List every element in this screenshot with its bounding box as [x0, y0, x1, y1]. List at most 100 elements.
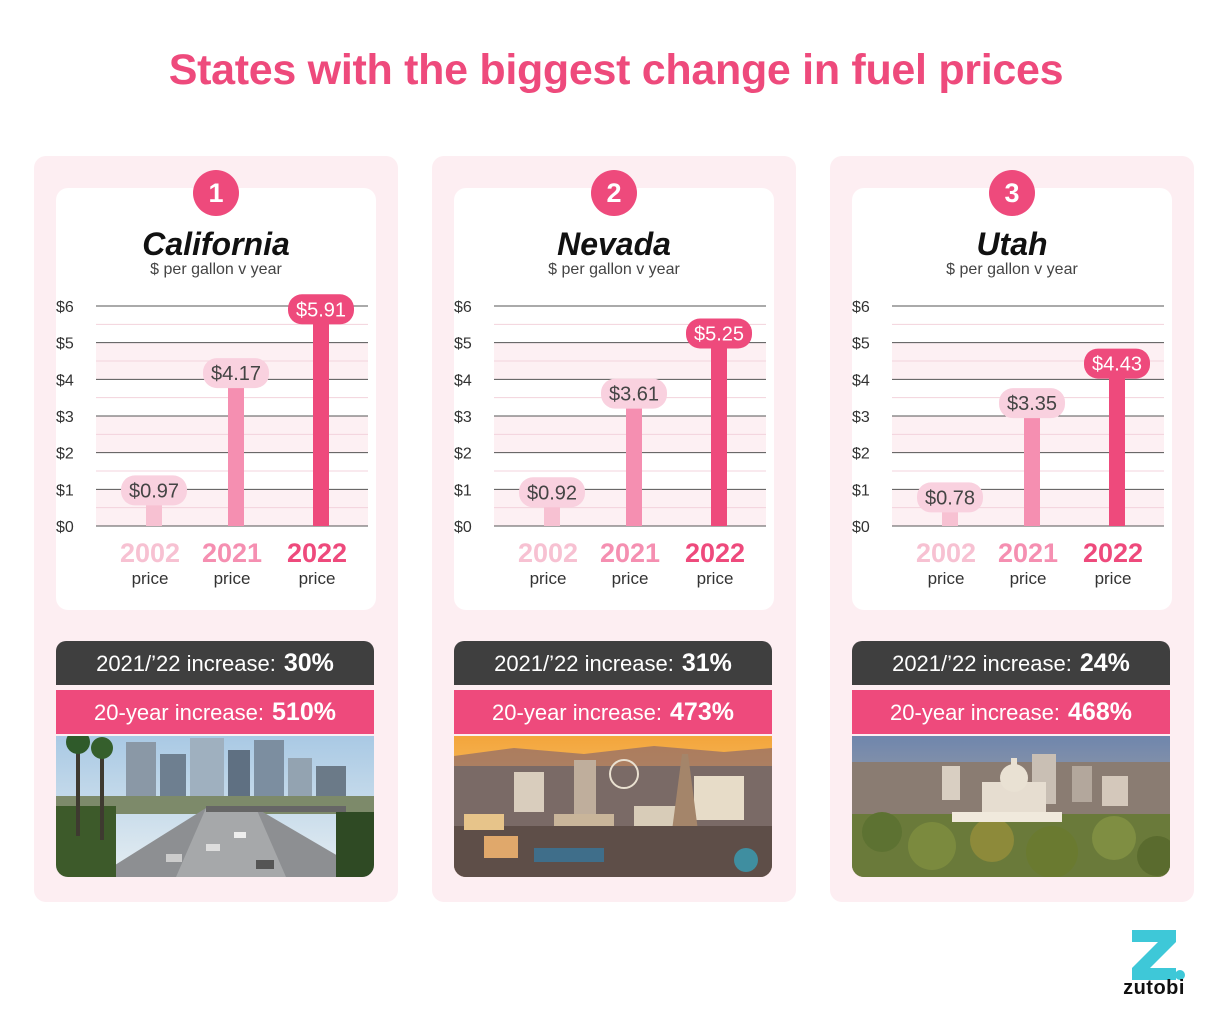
category-sublabel: price — [928, 569, 965, 588]
data-label: $5.25 — [694, 324, 744, 346]
category-label: 2022 — [1083, 538, 1143, 568]
chart-subtitle: $ per gallon v year — [150, 261, 282, 278]
y-tick-label: $1 — [852, 482, 870, 499]
category-sublabel: price — [299, 569, 336, 588]
stat-20y-increase: 20-year increase: 510% — [56, 690, 374, 734]
category-label: 2022 — [685, 538, 745, 568]
stat-20y-increase: 20-year increase: 473% — [454, 690, 772, 734]
y-tick-label: $5 — [56, 336, 74, 353]
y-tick-label: $2 — [56, 446, 74, 463]
y-tick-label: $6 — [454, 299, 472, 316]
rank-badge: 2 — [591, 170, 637, 216]
stat-yoy-value: 31% — [681, 649, 732, 677]
city-photo-las-vegas — [454, 736, 772, 877]
category-label: 2002 — [518, 538, 578, 568]
stat-20y-label: 20-year increase: — [94, 700, 265, 725]
state-card-nevada: 2 Nevada $ per gallon v year $0 $1 $2 $3 $4 $… — [432, 156, 796, 902]
state-name: California — [142, 226, 290, 262]
chart-subtitle: $ per gallon v year — [548, 261, 680, 278]
category-sublabel: price — [612, 569, 649, 588]
stat-yoy-label: 2021/’22 increase: — [96, 651, 276, 676]
rank-badge: 3 — [989, 170, 1035, 216]
stat-20y-increase: 20-year increase: 468% — [852, 690, 1170, 734]
stat-yoy-value: 24% — [1079, 649, 1130, 677]
stat-yoy-label: 2021/’22 increase: — [494, 651, 674, 676]
rank-badge: 1 — [193, 170, 239, 216]
y-tick-label: $5 — [852, 336, 870, 353]
data-label-bg — [203, 358, 269, 389]
stat-yoy-label: 2021/’22 increase: — [892, 651, 1072, 676]
stat-20y-value: 510% — [272, 698, 336, 726]
stat-20y-value: 468% — [1068, 698, 1132, 726]
data-label-bg — [519, 477, 585, 508]
chart-subtitle: $ per gallon v year — [946, 261, 1078, 278]
state-name: Nevada — [557, 226, 671, 262]
stat-yoy-increase: 2021/’22 increase: 24% — [852, 641, 1170, 685]
data-label-bg — [917, 482, 983, 513]
bar — [228, 373, 244, 526]
stat-20y-label: 20-year increase: — [492, 700, 663, 725]
data-label: $3.35 — [1007, 393, 1057, 415]
y-tick-label: $0 — [56, 519, 74, 536]
y-tick-label: $4 — [852, 372, 870, 389]
data-label-bg — [686, 318, 752, 349]
data-label: $0.97 — [129, 480, 179, 502]
category-sublabel: price — [530, 569, 567, 588]
data-label: $3.61 — [609, 384, 659, 406]
data-label-bg — [288, 294, 354, 325]
category-sublabel: price — [697, 569, 734, 588]
category-label: 2022 — [287, 538, 347, 568]
y-tick-label: $0 — [852, 519, 870, 536]
category-sublabel: price — [1010, 569, 1047, 588]
y-tick-label: $0 — [454, 519, 472, 536]
page-title: States with the biggest change in fuel p… — [168, 46, 1064, 94]
bar-chart-california: $0$1$2$3$4$5$6$0.972002price$4.172021pri… — [56, 294, 368, 588]
zutobi-z-icon — [1132, 930, 1185, 980]
data-label-bg — [121, 475, 187, 506]
category-label: 2002 — [916, 538, 976, 568]
data-label: $0.78 — [925, 487, 975, 509]
data-label: $4.17 — [211, 363, 261, 385]
stat-yoy-value: 30% — [283, 649, 334, 677]
category-sublabel: price — [132, 569, 169, 588]
bar — [1024, 403, 1040, 526]
y-tick-label: $3 — [56, 409, 74, 426]
category-sublabel: price — [1095, 569, 1132, 588]
stat-20y-label: 20-year increase: — [890, 700, 1061, 725]
zutobi-logo-text: zutobi — [1123, 977, 1185, 999]
data-label-bg — [1084, 348, 1150, 379]
state-name: Utah — [976, 226, 1048, 262]
y-tick-label: $6 — [56, 299, 74, 316]
stat-20y-value: 473% — [670, 698, 734, 726]
bar-chart-nevada: $0$1$2$3$4$5$6$0.922002price$3.612021pri… — [454, 299, 766, 588]
y-tick-label: $2 — [454, 446, 472, 463]
state-card-utah: 3 Utah $ per gallon v year $0 $1 $2 $3 $4 $5 $… — [830, 156, 1194, 902]
y-tick-label: $5 — [454, 336, 472, 353]
city-photo-salt-lake-city — [852, 736, 1170, 877]
data-label: $4.43 — [1092, 354, 1142, 376]
category-label: 2002 — [120, 538, 180, 568]
category-sublabel: price — [214, 569, 251, 588]
bar — [1109, 363, 1125, 526]
category-label: 2021 — [202, 538, 262, 568]
y-tick-label: $4 — [56, 372, 74, 389]
state-card-california: 1 California $ per gallon v year $0 $1 $2 $… — [34, 156, 398, 902]
y-tick-label: $3 — [852, 409, 870, 426]
category-label: 2021 — [600, 538, 660, 568]
bar — [711, 333, 727, 526]
data-label: $5.91 — [296, 299, 346, 321]
stat-yoy-increase: 2021/’22 increase: 31% — [454, 641, 772, 685]
y-tick-label: $2 — [852, 446, 870, 463]
bar-chart-utah: $0$1$2$3$4$5$6$0.782002price$3.352021pri… — [852, 299, 1164, 588]
y-tick-label: $6 — [852, 299, 870, 316]
city-photo-los-angeles — [56, 736, 374, 877]
data-label-bg — [999, 388, 1065, 419]
y-tick-label: $3 — [454, 409, 472, 426]
stat-yoy-increase: 2021/’22 increase: 30% — [56, 641, 374, 685]
y-tick-label: $1 — [56, 482, 74, 499]
data-label-bg — [601, 378, 667, 409]
bar — [313, 309, 329, 526]
bar — [626, 393, 642, 526]
y-tick-label: $4 — [454, 372, 472, 389]
category-label: 2021 — [998, 538, 1058, 568]
